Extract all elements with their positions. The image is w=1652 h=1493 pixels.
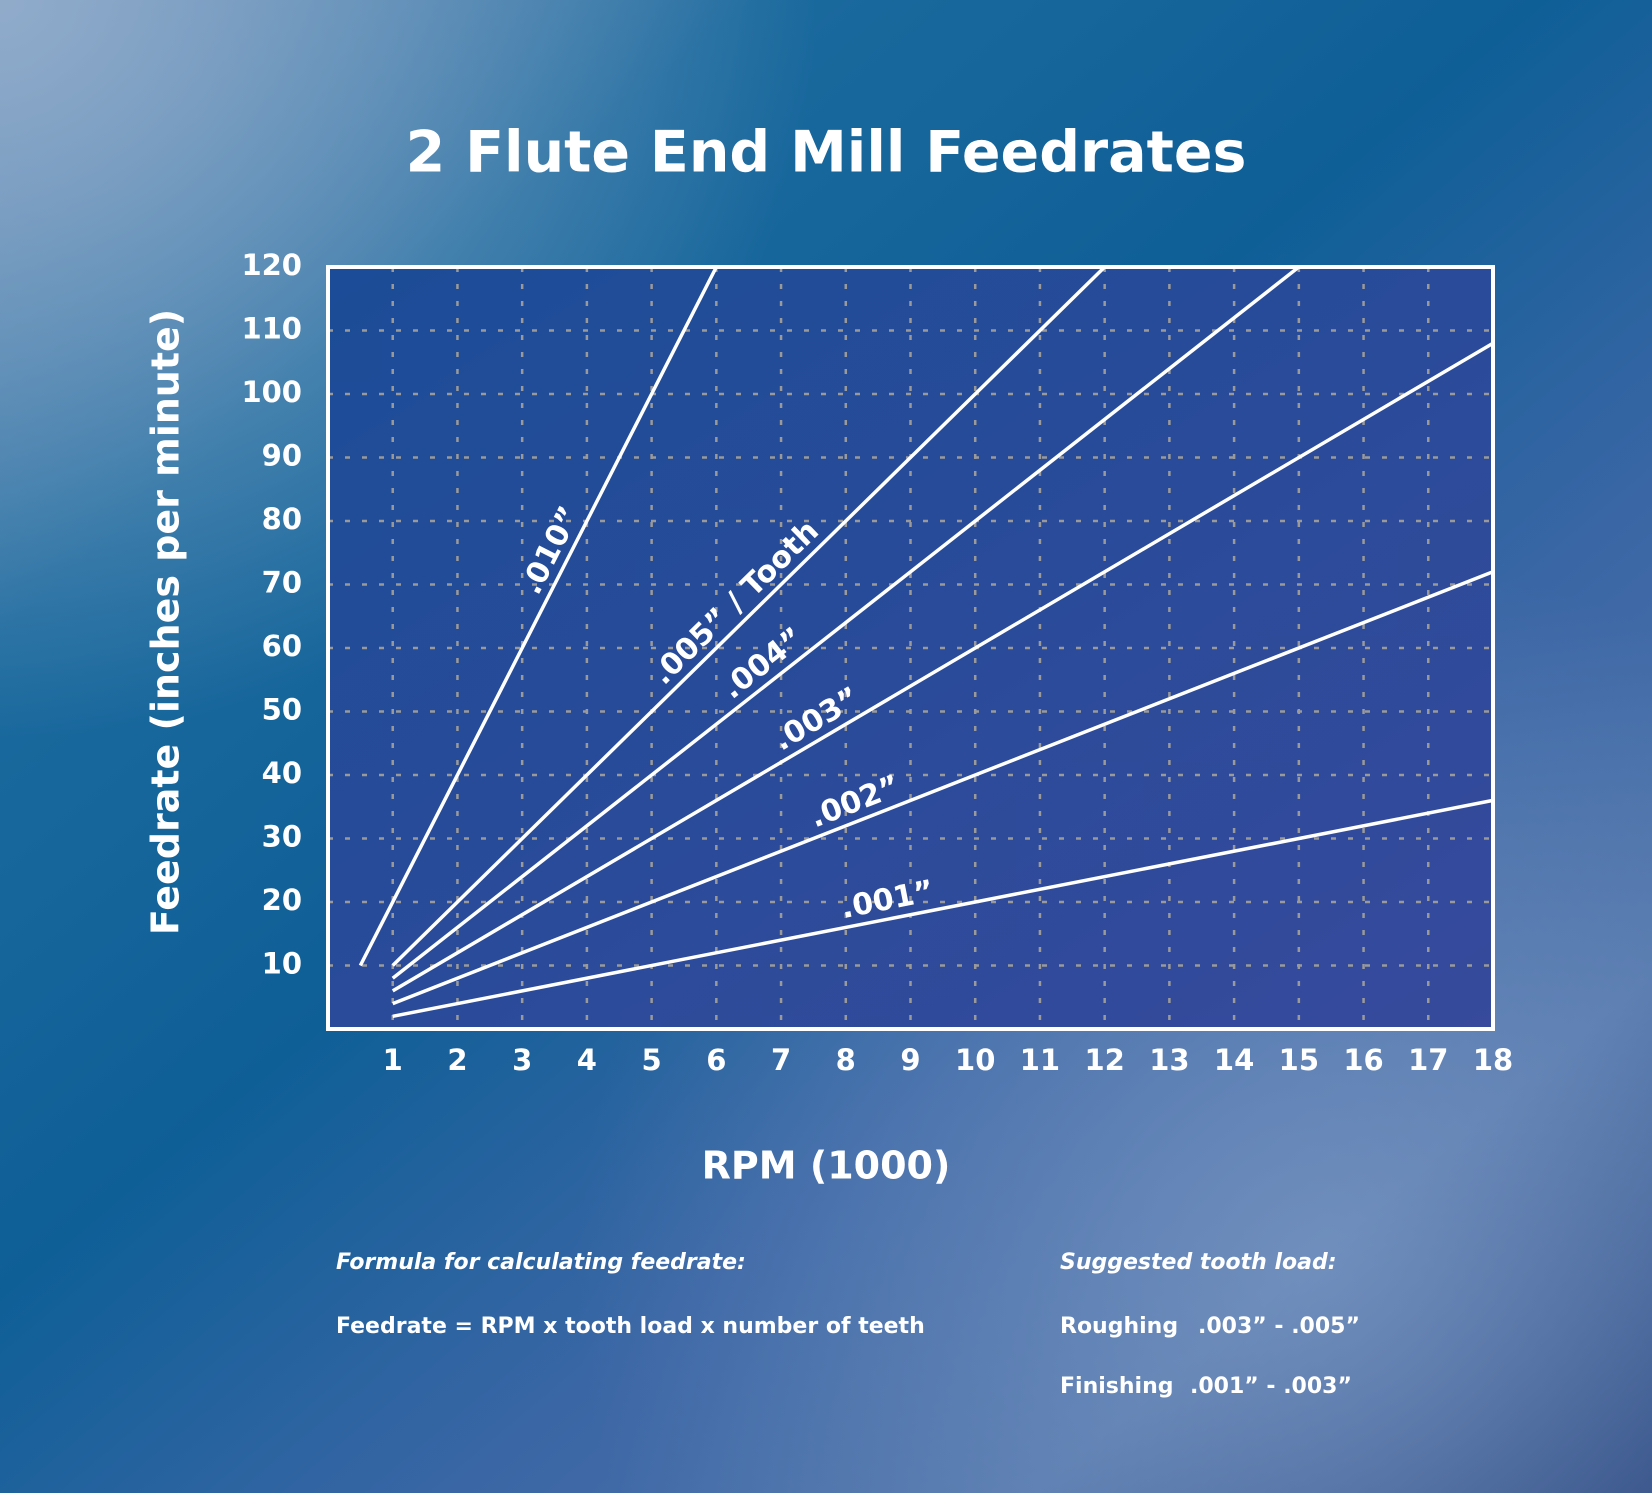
y-tick-label: 100 (241, 375, 302, 409)
x-tick-label: 11 (1020, 1043, 1060, 1077)
x-tick-label: 16 (1343, 1043, 1383, 1077)
x-tick-label: 6 (706, 1043, 726, 1077)
x-tick-label: 9 (900, 1043, 920, 1077)
x-tick-label: 2 (447, 1043, 467, 1077)
x-tick-label: 8 (836, 1043, 856, 1077)
y-tick-label: 10 (262, 947, 302, 981)
series-line (391, 265, 1106, 967)
y-tick-label: 70 (262, 566, 302, 600)
roughing-value: .003” - .005” (1198, 1314, 1360, 1339)
x-tick-label: 4 (577, 1043, 597, 1077)
y-tick-label: 60 (262, 629, 302, 663)
y-tick-label: 30 (262, 820, 302, 854)
load-title: Suggested tooth load: (1060, 1250, 1337, 1275)
x-tick-label: 7 (771, 1043, 791, 1077)
formula: Feedrate = RPM x tooth load x number of … (336, 1314, 925, 1339)
y-tick-label: 120 (241, 248, 302, 282)
y-axis-title: Feedrate (inches per minute) (144, 309, 188, 935)
y-tick-label: 110 (241, 312, 302, 346)
y-tick-label: 20 (262, 883, 302, 917)
plot-border (326, 265, 1495, 1031)
series-line (392, 570, 1494, 1006)
chart-title: 2 Flute End Mill Feedrates (406, 120, 1247, 186)
x-tick-label: 17 (1408, 1043, 1448, 1077)
x-tick-label: 13 (1149, 1043, 1189, 1077)
y-tick-label: 50 (262, 693, 302, 727)
x-tick-label: 14 (1214, 1043, 1254, 1077)
y-tick-label: 40 (262, 756, 302, 790)
y-tick-label: 90 (262, 439, 302, 473)
series-line (391, 341, 1494, 993)
x-tick-label: 18 (1473, 1043, 1513, 1077)
x-tick-label: 1 (383, 1043, 403, 1077)
x-tick-label: 3 (512, 1043, 532, 1077)
finishing-label: Finishing (1060, 1374, 1173, 1399)
x-tick-label: 10 (955, 1043, 995, 1077)
series-line (358, 266, 718, 967)
series-line (392, 798, 1494, 1019)
series-line (391, 265, 1300, 980)
formula-title: Formula for calculating feedrate: (336, 1250, 746, 1275)
x-tick-label: 12 (1084, 1043, 1124, 1077)
finishing-value: .001” - .003” (1190, 1374, 1352, 1399)
y-tick-label: 80 (262, 502, 302, 536)
x-tick-label: 15 (1279, 1043, 1319, 1077)
x-axis-title: RPM (1000) (702, 1144, 951, 1188)
x-tick-label: 5 (642, 1043, 662, 1077)
roughing-label: Roughing (1060, 1314, 1178, 1339)
